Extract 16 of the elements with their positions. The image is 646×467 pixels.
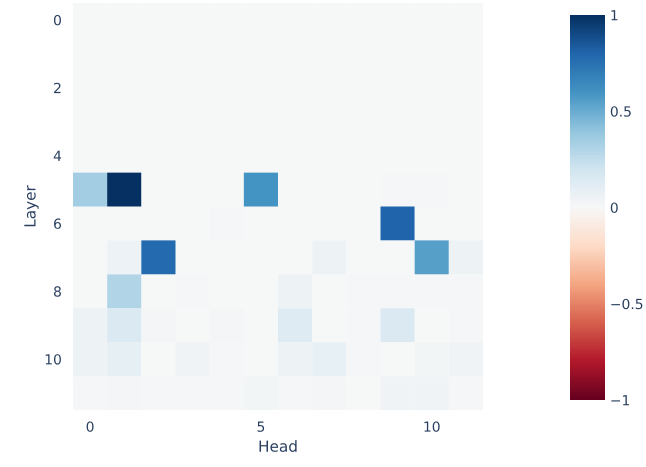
color-bar-label: 0.5 (610, 106, 631, 117)
y-tick-label: 10 (46, 354, 61, 365)
color-bar-label: −1 (611, 395, 630, 406)
color-bar-label: −0.5 (611, 298, 642, 310)
y-tick-label: 0 (54, 14, 61, 26)
y-axis-title: Layer (24, 185, 39, 226)
y-tick-label: 6 (54, 218, 62, 229)
x-tick-label: 10 (424, 421, 440, 432)
x-tick-label: 5 (258, 422, 264, 432)
y-tick-label: 4 (54, 150, 62, 161)
x-tick-label: 0 (86, 421, 94, 432)
color-bar-label: 0 (610, 202, 618, 213)
y-tick-label: 2 (54, 82, 60, 94)
y-tick-label: 8 (54, 286, 61, 297)
color-bar-label: 1 (611, 10, 618, 20)
x-axis-title: Head (260, 440, 297, 452)
